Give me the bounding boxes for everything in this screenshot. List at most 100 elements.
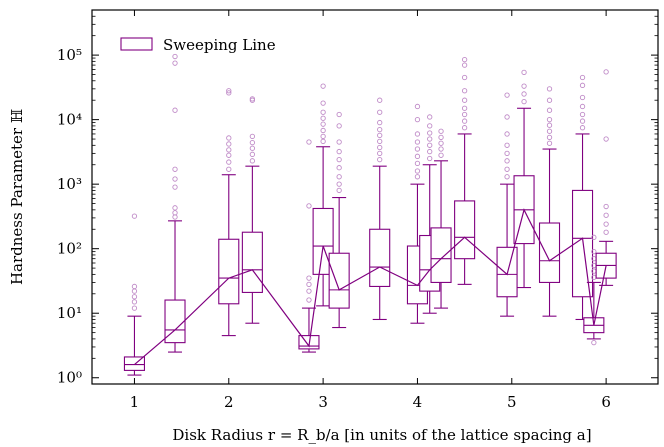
outlier-point bbox=[579, 103, 586, 110]
outlier-point bbox=[414, 168, 421, 174]
outlier-point bbox=[249, 145, 256, 151]
outlier-point bbox=[414, 146, 421, 152]
y-tick-label: 10¹ bbox=[57, 304, 82, 322]
outlier-point bbox=[172, 60, 178, 66]
box-rect bbox=[538, 222, 561, 283]
outlier-point bbox=[172, 107, 178, 113]
outlier-point bbox=[377, 109, 383, 115]
box-rect bbox=[241, 231, 263, 293]
outlier-point bbox=[504, 166, 510, 172]
outlier-point bbox=[131, 294, 138, 300]
outlier-point bbox=[427, 148, 433, 155]
outlier-point bbox=[306, 288, 312, 294]
outlier-point bbox=[172, 166, 178, 172]
outlier-point bbox=[414, 160, 421, 167]
outlier-point bbox=[320, 109, 326, 115]
outlier-point bbox=[131, 283, 138, 290]
outlier-point bbox=[226, 135, 232, 141]
outlier-point bbox=[226, 159, 232, 165]
outlier-point bbox=[131, 305, 138, 311]
outlier-point bbox=[377, 138, 383, 145]
outlier-point bbox=[226, 88, 232, 94]
outlier-point bbox=[414, 103, 421, 110]
x-axis-label: Disk Radius r = R_b/a [in units of the l… bbox=[172, 426, 591, 444]
outlier-point bbox=[414, 174, 421, 180]
outlier-point bbox=[427, 114, 433, 120]
outlier-point bbox=[579, 74, 586, 81]
box-item bbox=[164, 53, 186, 353]
box-item bbox=[123, 213, 145, 376]
outlier-point bbox=[603, 136, 609, 142]
outlier-point bbox=[414, 116, 421, 123]
outlier-point bbox=[603, 203, 609, 210]
outlier-point bbox=[377, 119, 383, 126]
outlier-point bbox=[336, 148, 342, 155]
box-item bbox=[454, 57, 476, 285]
legend-label: Sweeping Line bbox=[163, 36, 276, 54]
outlier-point bbox=[306, 139, 312, 145]
outlier-point bbox=[579, 111, 586, 118]
box-rect bbox=[328, 252, 350, 309]
x-tick-label: 4 bbox=[413, 393, 423, 411]
outlier-point bbox=[504, 150, 510, 157]
outlier-point bbox=[461, 118, 468, 124]
outlier-point bbox=[249, 158, 256, 164]
outlier-point bbox=[546, 134, 553, 141]
outlier-point bbox=[414, 131, 421, 137]
outlier-point bbox=[546, 107, 553, 113]
x-tick-label: 2 bbox=[224, 393, 234, 411]
outlier-point bbox=[546, 140, 553, 146]
outlier-point bbox=[377, 132, 383, 139]
outlier-point bbox=[336, 123, 342, 129]
outlier-point bbox=[306, 275, 312, 281]
box-rect bbox=[571, 189, 594, 298]
box-item bbox=[571, 74, 594, 321]
outlier-point bbox=[336, 165, 342, 171]
box-rect bbox=[312, 207, 334, 275]
box-item bbox=[538, 86, 561, 317]
outlier-point bbox=[414, 153, 421, 159]
outlier-point bbox=[579, 125, 586, 131]
plot-area bbox=[91, 9, 659, 385]
outlier-point bbox=[427, 142, 433, 148]
outlier-point bbox=[427, 155, 433, 162]
outlier-point bbox=[226, 141, 232, 147]
outlier-point bbox=[336, 174, 342, 180]
x-tick-label: 3 bbox=[318, 393, 328, 411]
outlier-point bbox=[603, 69, 609, 75]
outlier-point bbox=[172, 53, 178, 60]
outlier-point bbox=[438, 146, 444, 152]
x-axis-label-text: Disk Radius r = R_b/a [in units of the l… bbox=[172, 426, 591, 444]
outlier-point bbox=[521, 69, 527, 76]
box-rect bbox=[430, 227, 452, 283]
outlier-point bbox=[320, 83, 326, 89]
median-line bbox=[134, 208, 607, 366]
outlier-point bbox=[521, 91, 527, 97]
outlier-point bbox=[504, 174, 510, 180]
box-item bbox=[312, 83, 334, 307]
x-tick-label: 5 bbox=[507, 393, 517, 411]
outlier-point bbox=[504, 142, 510, 148]
outlier-point bbox=[336, 187, 342, 194]
outlier-point bbox=[320, 133, 326, 140]
outlier-point bbox=[172, 184, 178, 190]
outlier-point bbox=[504, 114, 510, 120]
outlier-point bbox=[461, 88, 468, 94]
outlier-point bbox=[320, 100, 326, 106]
y-tick-label: 10² bbox=[57, 240, 82, 258]
box-item bbox=[218, 88, 240, 337]
outlier-point bbox=[226, 90, 232, 96]
y-axis-label: Hardness Parameter ℍ bbox=[8, 109, 26, 285]
outlier-point bbox=[603, 229, 609, 235]
outlier-point bbox=[377, 126, 383, 133]
outlier-point bbox=[504, 158, 510, 164]
outlier-point bbox=[461, 57, 468, 63]
outlier-point bbox=[546, 128, 553, 134]
outlier-point bbox=[306, 203, 312, 209]
y-tick-label: 10³ bbox=[57, 175, 82, 193]
box-group bbox=[123, 53, 617, 376]
y-axis-label-text: Hardness Parameter ℍ bbox=[8, 109, 26, 285]
outlier-point bbox=[336, 181, 342, 187]
outlier-point bbox=[603, 221, 609, 227]
